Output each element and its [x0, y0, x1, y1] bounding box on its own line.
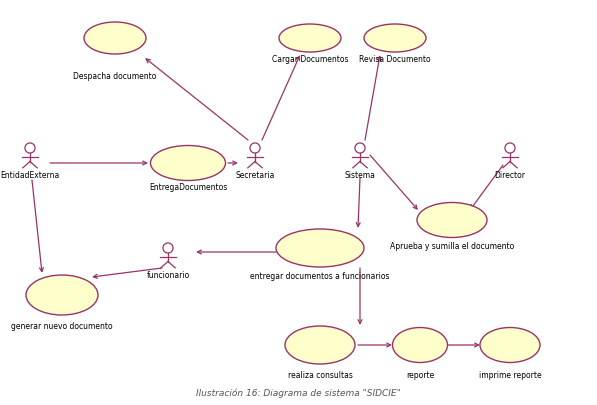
- Text: Cargar Documentos: Cargar Documentos: [272, 55, 348, 64]
- Text: EntidadExterna: EntidadExterna: [1, 171, 60, 179]
- Text: Secretaria: Secretaria: [235, 171, 275, 179]
- Text: Aprueba y sumilla el documento: Aprueba y sumilla el documento: [390, 242, 514, 251]
- Text: generar nuevo documento: generar nuevo documento: [11, 322, 113, 331]
- Ellipse shape: [392, 328, 448, 362]
- Text: Sistema: Sistema: [344, 171, 376, 179]
- Text: reporte: reporte: [406, 371, 434, 380]
- Ellipse shape: [364, 24, 426, 52]
- Ellipse shape: [279, 24, 341, 52]
- Ellipse shape: [84, 22, 146, 54]
- Text: Director: Director: [494, 171, 525, 179]
- Text: EntregaDocumentos: EntregaDocumentos: [149, 183, 227, 192]
- Text: Ilustración 16: Diagrama de sistema "SIDCIE": Ilustración 16: Diagrama de sistema "SID…: [196, 388, 401, 398]
- Ellipse shape: [276, 229, 364, 267]
- Ellipse shape: [417, 202, 487, 237]
- Ellipse shape: [26, 275, 98, 315]
- Text: funcionario: funcionario: [146, 271, 190, 279]
- Ellipse shape: [480, 328, 540, 362]
- Text: entregar documentos a funcionarios: entregar documentos a funcionarios: [250, 272, 390, 281]
- Text: imprime reporte: imprime reporte: [479, 371, 541, 380]
- Text: Despacha documento: Despacha documento: [73, 72, 156, 81]
- Ellipse shape: [285, 326, 355, 364]
- Ellipse shape: [150, 145, 226, 181]
- Text: realiza consultas: realiza consultas: [288, 371, 352, 380]
- Text: Revisa Documento: Revisa Documento: [359, 55, 431, 64]
